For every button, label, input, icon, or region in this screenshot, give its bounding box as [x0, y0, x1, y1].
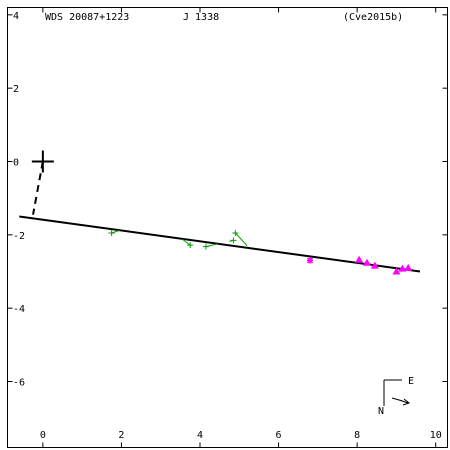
y-tick-label: 2 [13, 84, 19, 95]
motion-arrow-icon [391, 397, 411, 406]
x-tick-label: 6 [276, 430, 282, 441]
title-mid: J 1338 [183, 12, 219, 23]
compass: E N [378, 376, 414, 417]
title-right: (Cve2015b) [343, 12, 403, 23]
observation-triangle [398, 264, 407, 272]
title-left: WDS 20087+1223 [45, 12, 129, 23]
y-tick-label: -2 [13, 231, 25, 242]
observation-plus [108, 230, 115, 236]
y-tick-label: 0 [13, 158, 19, 169]
observation-plus [230, 237, 237, 244]
observation-triangle [404, 263, 413, 271]
observation-star [306, 257, 314, 264]
x-tick-label: 10 [430, 430, 442, 441]
compass-east-label: E [408, 376, 414, 387]
observation-triangle [362, 258, 371, 266]
residual-line [182, 238, 191, 246]
x-tick-label: 2 [118, 430, 124, 441]
y-tick-label: 4 [13, 11, 19, 22]
axis-ticks: 0 2 4 6 8 10 4 2 0 -2 -4 -6 [7, 7, 448, 448]
x-tick-label: 0 [40, 430, 46, 441]
y-tick-label: -6 [13, 378, 25, 389]
data-marks [19, 150, 421, 275]
observation-triangle [370, 261, 379, 269]
y-tick-label: -4 [13, 304, 25, 315]
plot-frame [7, 7, 448, 448]
node-line-dashed [32, 161, 44, 215]
observation-plus [232, 230, 239, 236]
observation-triangle [392, 267, 401, 275]
residual-line [234, 232, 248, 247]
observation-plus [202, 243, 209, 250]
x-tick-label: 4 [197, 430, 203, 441]
compass-north-label: N [378, 406, 384, 417]
x-tick-label: 8 [354, 430, 360, 441]
observation-plus [187, 242, 194, 249]
observation-triangle [355, 255, 364, 263]
orbit-fit-line [19, 215, 421, 273]
